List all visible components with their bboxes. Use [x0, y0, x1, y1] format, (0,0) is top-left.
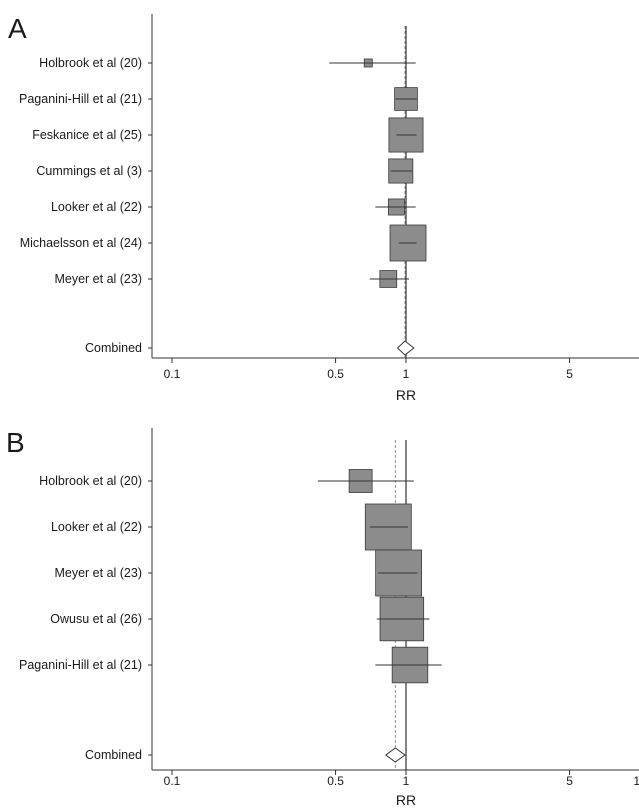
panel-b-study-label: Meyer et al (23) [54, 566, 142, 580]
panel-a-study-label: Paganini-Hill et al (21) [19, 92, 142, 106]
panel-a-x-tick-label: 0.1 [164, 367, 181, 381]
panel-b-x-tick-label: 5 [566, 774, 573, 788]
panel-a-study-label: Holbrook et al (20) [39, 56, 142, 70]
panel-a-study-label: Feskanice et al (25) [32, 128, 142, 142]
panel-b-x-tick-label: 10 [633, 774, 639, 788]
panel-b-study-label: Looker et al (22) [51, 520, 142, 534]
panel-a-x-tick-label: 5 [566, 367, 573, 381]
panel-a-combined-diamond [396, 340, 415, 356]
panel-b-combined-label: Combined [85, 748, 142, 762]
panel-b-x-tick-label: 1 [403, 774, 410, 788]
panel-b-x-axis-title: RR [396, 792, 416, 808]
panel-a-study-box [388, 117, 424, 153]
panel-a-study-label: Looker et al (22) [51, 200, 142, 214]
panel-b-combined-diamond [384, 747, 406, 763]
panel-b-study-label: Holbrook et al (20) [39, 474, 142, 488]
panel-a-letter: A [8, 13, 27, 44]
panel-b-study-label: Paganini-Hill et al (21) [19, 658, 142, 672]
panel-a-study-label: Meyer et al (23) [54, 272, 142, 286]
panel-a-x-tick-label: 0.5 [327, 367, 344, 381]
panel-b-x-tick-label: 0.1 [164, 774, 181, 788]
panel-a-study-label: Cummings et al (3) [36, 164, 142, 178]
panel-a-combined-label: Combined [85, 341, 142, 355]
panel-b-letter: B [6, 427, 25, 458]
panel-a-x-tick-label: 1 [403, 367, 410, 381]
panel-a-x-axis-title: RR [396, 387, 416, 403]
panel-b-study-label: Owusu et al (26) [50, 612, 142, 626]
panel-b-x-tick-label: 0.5 [327, 774, 344, 788]
panel-a-study-label: Michaelsson et al (24) [20, 236, 142, 250]
